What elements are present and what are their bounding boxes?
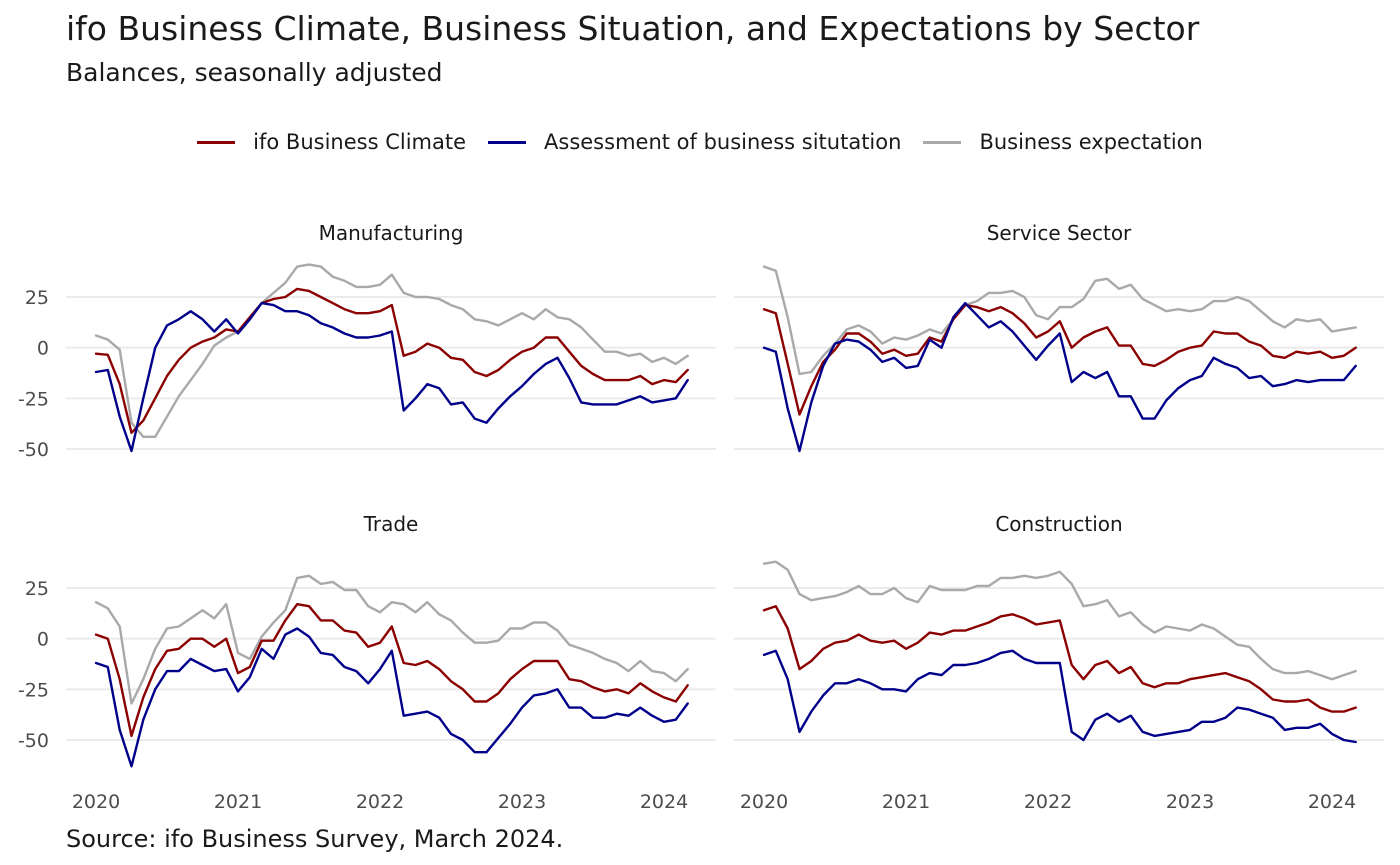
x-tick-label: 2023 xyxy=(498,791,546,813)
panel-title: Service Sector xyxy=(987,221,1132,245)
panel-title: Trade xyxy=(363,512,419,536)
y-tick-label: 25 xyxy=(25,287,49,309)
legend-label-climate: ifo Business Climate xyxy=(253,130,467,154)
series-line-assessment-of-business-situtation xyxy=(762,649,1357,744)
x-tick-label: 2021 xyxy=(214,791,262,813)
legend-swatch-expectation xyxy=(923,140,962,144)
series-line-assessment-of-business-situtation xyxy=(94,627,689,768)
panel-manufacturing: Manufacturing 25 0 -25 -50 xyxy=(18,221,716,461)
y-tick-label: -50 xyxy=(18,439,49,461)
panel-service-sector: Service Sector xyxy=(734,221,1384,453)
series-line-business-expectation xyxy=(762,265,1357,376)
x-tick-label: 2023 xyxy=(1166,791,1214,813)
x-tick-label: 2020 xyxy=(740,791,788,813)
legend-item-situation: Assessment of business situtation xyxy=(488,130,901,154)
legend-label-situation: Assessment of business situtation xyxy=(544,130,902,154)
legend: ifo Business Climate Assessment of busin… xyxy=(0,126,1400,158)
legend-item-expectation: Business expectation xyxy=(923,130,1203,154)
series-line-assessment-of-business-situtation xyxy=(762,301,1357,453)
series-line-business-expectation xyxy=(94,574,689,705)
y-tick-label: 0 xyxy=(37,629,49,651)
legend-item-climate: ifo Business Climate xyxy=(197,130,466,154)
series-line-business-expectation xyxy=(94,263,689,438)
chart-subtitle: Balances, seasonally adjusted xyxy=(66,58,443,87)
chart-caption: Source: ifo Business Survey, March 2024. xyxy=(66,825,564,853)
y-tick-label: -50 xyxy=(18,730,49,752)
y-tick-label: 0 xyxy=(37,338,49,360)
y-tick-label: -25 xyxy=(18,388,49,410)
panel-trade: Trade 25 0 -25 -50 2020 2021 2022 2023 2024 xyxy=(18,512,716,813)
series-line-business-expectation xyxy=(762,560,1357,681)
x-tick-label: 2022 xyxy=(356,791,404,813)
series-line-ifo-business-climate xyxy=(762,605,1357,713)
x-tick-label: 2024 xyxy=(640,791,688,813)
legend-label-expectation: Business expectation xyxy=(979,130,1203,154)
y-tick-label: 25 xyxy=(25,578,49,600)
x-tick-label: 2020 xyxy=(72,791,120,813)
series-line-assessment-of-business-situtation xyxy=(94,301,689,453)
series-line-ifo-business-climate xyxy=(94,287,689,434)
chart-title: ifo Business Climate, Business Situation… xyxy=(66,9,1200,48)
legend-swatch-climate xyxy=(197,140,236,144)
panel-title: Manufacturing xyxy=(319,221,464,245)
panel-construction: Construction 2020 2021 2022 2023 2024 xyxy=(734,512,1384,813)
legend-swatch-situation xyxy=(488,140,527,144)
series-line-ifo-business-climate xyxy=(94,603,689,738)
panel-title: Construction xyxy=(995,512,1122,536)
x-tick-label: 2021 xyxy=(882,791,930,813)
x-tick-label: 2022 xyxy=(1024,791,1072,813)
x-tick-label: 2024 xyxy=(1308,791,1356,813)
series-line-ifo-business-climate xyxy=(762,303,1357,416)
y-tick-label: -25 xyxy=(18,679,49,701)
